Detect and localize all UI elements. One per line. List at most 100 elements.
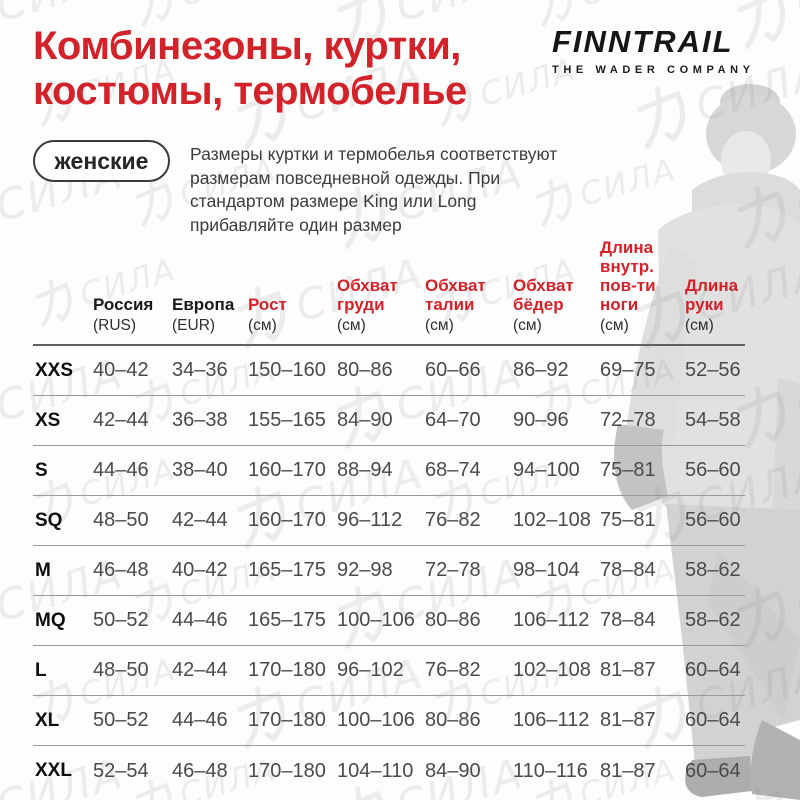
value-cell: 40–42 <box>93 359 149 381</box>
value-cell: 81–87 <box>600 759 656 782</box>
column-header-label: Обхват груди <box>337 276 398 314</box>
value-cell: 42–44 <box>172 509 228 531</box>
column-header-unit: (см) <box>425 317 454 334</box>
value-cell: 34–36 <box>172 359 228 381</box>
value-cell: 155–165 <box>248 409 326 431</box>
value-cell: 75–81 <box>600 459 656 481</box>
table-row: L 48–50 42–44 170–180 96–102 76–82 102–108 81–8… <box>33 646 745 696</box>
value-cell: 106–112 <box>513 609 590 631</box>
value-cell: 56–60 <box>685 459 741 481</box>
value-cell: 170–180 <box>248 709 326 731</box>
value-cell: 44–46 <box>93 459 149 481</box>
page-title: Комбинезоны, куртки, костюмы, термобелье <box>33 24 467 113</box>
value-cell: 60–66 <box>425 359 481 381</box>
value-cell: 72–78 <box>425 559 481 581</box>
value-cell: 60–64 <box>685 659 741 681</box>
value-cell: 58–62 <box>685 609 741 631</box>
value-cell: 80–86 <box>425 609 481 631</box>
column-header-label: Длина внутр. пов-ти ноги <box>600 238 656 314</box>
size-table: Россия (RUS) Европа (EUR) Рост (см) Обхват гру… <box>33 238 745 796</box>
size-column-spacer <box>33 335 93 344</box>
column-header-label: Европа <box>172 295 235 314</box>
value-cell: 50–52 <box>93 709 149 731</box>
size-cell: XXS <box>35 359 74 381</box>
value-cell: 102–108 <box>513 659 591 681</box>
brand-logo: FINNTRAIL <box>552 24 734 59</box>
column-header-label: Россия <box>93 295 154 314</box>
table-row: SQ 48–50 42–44 160–170 96–112 76–82 102–108 75–… <box>33 496 745 546</box>
value-cell: 100–106 <box>337 609 415 631</box>
column-header: Длина внутр. пов-ти ноги (см) <box>600 238 685 344</box>
value-cell: 50–52 <box>93 609 149 631</box>
gender-tab-women[interactable]: женские <box>33 140 170 182</box>
column-header: Длина руки (см) <box>685 276 745 344</box>
value-cell: 48–50 <box>93 509 149 531</box>
value-cell: 48–50 <box>93 659 149 681</box>
column-header-unit: (см) <box>248 317 277 334</box>
value-cell: 44–46 <box>172 709 228 731</box>
value-cell: 96–102 <box>337 659 404 681</box>
value-cell: 81–87 <box>600 659 656 681</box>
value-cell: 80–86 <box>337 359 393 381</box>
value-cell: 90–96 <box>513 409 569 431</box>
column-header: Европа (EUR) <box>172 295 248 344</box>
value-cell: 165–175 <box>248 559 326 581</box>
value-cell: 78–84 <box>600 559 656 581</box>
table-row: M 46–48 40–42 165–175 92–98 72–78 98–104 78–84 5… <box>33 546 745 596</box>
value-cell: 64–70 <box>425 409 481 431</box>
column-header-unit: (EUR) <box>172 317 216 334</box>
column-header-label: Рост <box>248 295 287 314</box>
value-cell: 78–84 <box>600 609 656 631</box>
value-cell: 52–54 <box>93 759 149 782</box>
value-cell: 52–56 <box>685 359 741 381</box>
value-cell: 92–98 <box>337 559 393 581</box>
size-cell: XXL <box>35 760 72 781</box>
value-cell: 72–78 <box>600 409 656 431</box>
column-header-unit: (см) <box>513 317 542 334</box>
value-cell: 44–46 <box>172 609 228 631</box>
table-row: XS 42–44 36–38 155–165 84–90 64–70 90–96 72–78 5… <box>33 396 745 446</box>
value-cell: 100–106 <box>337 709 415 731</box>
value-cell: 160–170 <box>248 459 326 481</box>
table-header: Россия (RUS) Европа (EUR) Рост (см) Обхват гру… <box>33 238 745 346</box>
value-cell: 88–94 <box>337 459 393 481</box>
column-header: Обхват бёдер (см) <box>513 276 600 344</box>
value-cell: 46–48 <box>93 559 149 581</box>
column-header-label: Обхват бёдер <box>513 276 574 314</box>
column-header: Рост (см) <box>248 295 337 344</box>
column-header-label: Обхват талии <box>425 276 486 314</box>
table-row: MQ 50–52 44–46 165–175 100–106 80–86 106–112 78… <box>33 596 745 646</box>
table-row: XXL 52–54 46–48 170–180 104–110 84–90 110–116 8… <box>33 746 745 796</box>
column-header-unit: (см) <box>685 317 714 334</box>
value-cell: 104–110 <box>337 759 414 782</box>
value-cell: 54–58 <box>685 409 741 431</box>
value-cell: 76–82 <box>425 509 481 531</box>
value-cell: 40–42 <box>172 559 228 581</box>
value-cell: 170–180 <box>248 659 326 681</box>
value-cell: 106–112 <box>513 709 590 731</box>
brand-tagline: THE WADER COMPANY <box>552 64 755 76</box>
value-cell: 150–160 <box>248 359 326 381</box>
value-cell: 42–44 <box>93 409 149 431</box>
sizing-note: Размеры куртки и термобелья соответствую… <box>190 144 558 235</box>
column-header: Обхват талии (см) <box>425 276 513 344</box>
value-cell: 165–175 <box>248 609 326 631</box>
value-cell: 38–40 <box>172 459 228 481</box>
value-cell: 86–92 <box>513 359 569 381</box>
column-header: Россия (RUS) <box>93 295 172 344</box>
table-row: S 44–46 38–40 160–170 88–94 68–74 94–100 75–81 5… <box>33 446 745 496</box>
value-cell: 80–86 <box>425 709 481 731</box>
size-cell: M <box>35 559 51 581</box>
value-cell: 170–180 <box>248 759 326 782</box>
table-row: XL 50–52 44–46 170–180 100–106 80–86 106–112 81… <box>33 696 745 746</box>
value-cell: 160–170 <box>248 509 326 531</box>
value-cell: 56–60 <box>685 509 741 531</box>
value-cell: 58–62 <box>685 559 741 581</box>
table-body: XXS 40–42 34–36 150–160 80–86 60–66 86–92 69–75… <box>33 346 745 796</box>
column-header-unit: (RUS) <box>93 317 137 334</box>
column-header-unit: (см) <box>600 317 629 334</box>
table-row: XXS 40–42 34–36 150–160 80–86 60–66 86–92 69–75… <box>33 346 745 396</box>
size-cell: S <box>35 459 48 481</box>
